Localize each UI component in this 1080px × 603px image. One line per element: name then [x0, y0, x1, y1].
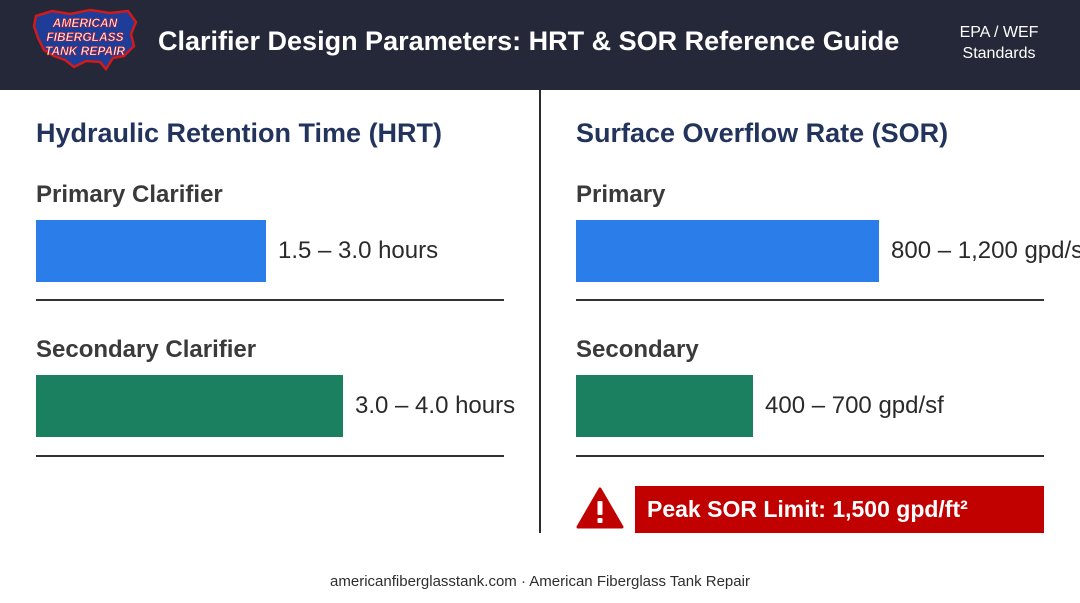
sor-secondary-bar: [576, 375, 753, 437]
standards-badge: EPA / WEF Standards: [954, 22, 1044, 64]
sor-primary-value: 800 – 1,200 gpd/sf: [891, 237, 1080, 264]
logo-line-3: TANK REPAIR: [45, 44, 126, 58]
hrt-secondary-bar: [36, 375, 343, 437]
hrt-secondary-value: 3.0 – 4.0 hours: [355, 392, 516, 419]
logo-line-1: AMERICAN: [52, 16, 118, 30]
peak-sor-alert: Peak SOR Limit: 1,500 gpd/ft²: [635, 486, 1044, 533]
sor-primary-divider: [576, 299, 1044, 301]
column-divider: [539, 90, 541, 533]
page-title: Clarifier Design Parameters: HRT & SOR R…: [158, 26, 900, 56]
hrt-primary-bar: [36, 220, 266, 282]
footer-text: americanfiberglasstank.com · American Fi…: [330, 573, 750, 590]
header-bar: AMERICAN FIBERGLASS TANK REPAIR Clarifie…: [0, 0, 1080, 90]
hrt-secondary-label: Secondary Clarifier: [36, 336, 257, 363]
sor-secondary-value: 400 – 700 gpd/sf: [765, 392, 944, 419]
hrt-section-title: Hydraulic Retention Time (HRT): [36, 118, 443, 148]
company-logo: AMERICAN FIBERGLASS TANK REPAIR: [30, 6, 140, 78]
hrt-primary-value: 1.5 – 3.0 hours: [278, 237, 439, 264]
sor-secondary-divider: [576, 455, 1044, 457]
sor-section-title: Surface Overflow Rate (SOR): [576, 118, 949, 148]
warning-icon: [576, 486, 624, 530]
sor-primary-bar: [576, 220, 879, 282]
badge-line-2: Standards: [962, 45, 1036, 62]
sor-secondary-label: Secondary: [576, 336, 699, 363]
logo-line-2: FIBERGLASS: [46, 30, 123, 44]
hrt-secondary-divider: [36, 455, 504, 457]
hrt-primary-divider: [36, 299, 504, 301]
sor-primary-label: Primary: [576, 181, 666, 208]
badge-line-1: EPA / WEF: [959, 24, 1039, 41]
hrt-primary-label: Primary Clarifier: [36, 181, 223, 208]
